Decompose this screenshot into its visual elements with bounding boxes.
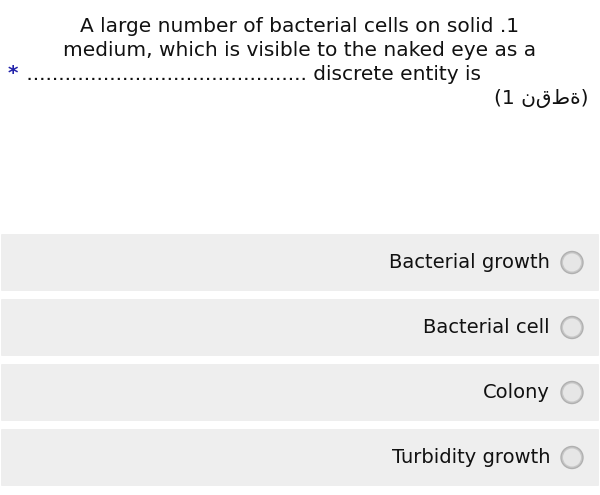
FancyBboxPatch shape bbox=[1, 299, 599, 356]
Text: Turbidity growth: Turbidity growth bbox=[392, 448, 550, 467]
Text: Colony: Colony bbox=[483, 383, 550, 402]
Ellipse shape bbox=[561, 446, 583, 468]
FancyBboxPatch shape bbox=[1, 364, 599, 421]
Ellipse shape bbox=[563, 318, 581, 337]
Ellipse shape bbox=[561, 251, 583, 274]
FancyBboxPatch shape bbox=[1, 234, 599, 291]
Text: ............................................ discrete entity is: ........................................… bbox=[20, 64, 481, 84]
Text: (1 نقطة): (1 نقطة) bbox=[493, 89, 588, 107]
Text: medium, which is visible to the naked eye as a: medium, which is visible to the naked ey… bbox=[64, 41, 536, 59]
Text: Bacterial growth: Bacterial growth bbox=[389, 253, 550, 272]
Ellipse shape bbox=[563, 253, 581, 271]
Text: A large number of bacterial cells on solid .1: A large number of bacterial cells on sol… bbox=[80, 17, 520, 37]
Text: *: * bbox=[8, 64, 19, 84]
Ellipse shape bbox=[563, 448, 581, 466]
Ellipse shape bbox=[561, 382, 583, 403]
Ellipse shape bbox=[563, 384, 581, 401]
Text: Bacterial cell: Bacterial cell bbox=[424, 318, 550, 337]
FancyBboxPatch shape bbox=[1, 429, 599, 486]
Ellipse shape bbox=[561, 316, 583, 339]
